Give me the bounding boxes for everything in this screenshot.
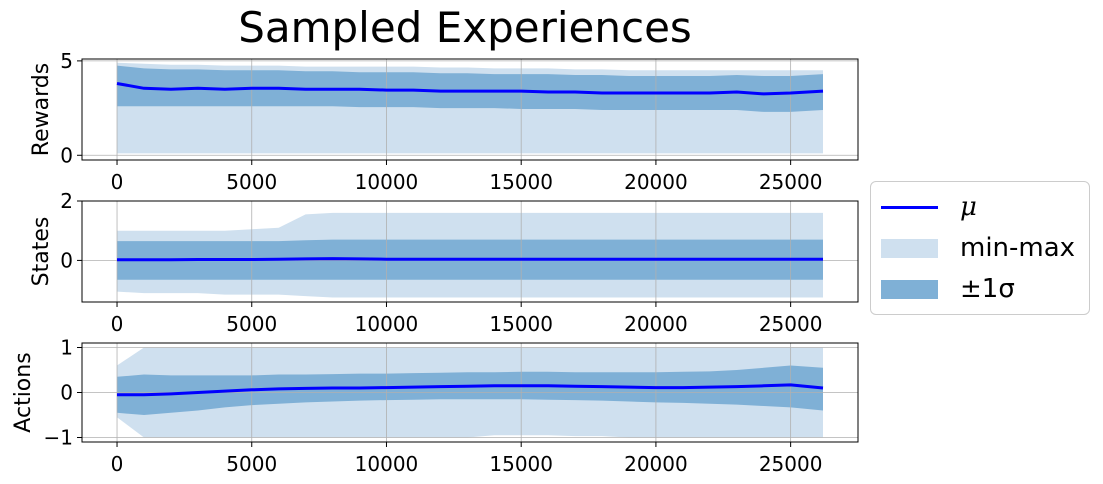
mean-line: [117, 383, 824, 397]
legend-label-std: ±1σ: [960, 274, 1015, 304]
y-tick-label: 1: [60, 336, 73, 360]
y-axis-label: States: [29, 217, 54, 287]
chart-title: Sampled Experiences: [238, 3, 692, 52]
x-tick-label: 15000: [489, 170, 553, 194]
x-tick-label: 10000: [355, 312, 419, 336]
x-tick-label: 5000: [226, 452, 277, 476]
x-tick-label: 5000: [226, 312, 277, 336]
legend-label-mean: μ: [960, 192, 977, 222]
x-tick-label: 25000: [759, 452, 823, 476]
mean-line: [117, 257, 823, 262]
y-tick-label: 0: [60, 248, 73, 272]
x-tick-label: 25000: [759, 170, 823, 194]
x-tick-label: 15000: [489, 452, 553, 476]
x-tick-label: 0: [111, 312, 124, 336]
y-axis-label: Rewards: [29, 63, 54, 156]
y-axis-label: Actions: [11, 352, 36, 432]
axes-frame: [81, 200, 859, 303]
x-tick-label: 5000: [226, 170, 277, 194]
y-tick-label: 5: [60, 49, 73, 73]
y-tick-label: 0: [60, 381, 73, 405]
std-band: [117, 65, 823, 112]
x-tick-label: 25000: [759, 312, 823, 336]
std-band: [117, 365, 823, 415]
x-tick-label: 20000: [624, 170, 688, 194]
legend-item-mean: μ: [881, 190, 977, 224]
x-tick-label: 0: [111, 170, 124, 194]
legend-swatch-mean: [881, 205, 938, 209]
y-tick-label: 2: [60, 189, 73, 213]
x-tick-label: 0: [111, 452, 124, 476]
legend-item-minmax: min-max: [881, 231, 1075, 265]
x-tick-label: 20000: [624, 312, 688, 336]
legend-swatch-minmax: [881, 238, 938, 258]
y-tick-label: −1: [44, 426, 73, 450]
legend-item-std: ±1σ: [881, 272, 1015, 306]
x-tick-label: 20000: [624, 452, 688, 476]
legend: μ min-max ±1σ: [870, 181, 1090, 315]
legend-swatch-std: [881, 279, 938, 299]
y-tick-label: 0: [60, 143, 73, 167]
axes-frame: [81, 58, 859, 161]
subplot-3: 0 5000 10000 15000 20000 25000 −1 0 1 Actions: [11, 336, 859, 476]
x-tick-label: 10000: [355, 170, 419, 194]
legend-label-minmax: min-max: [960, 233, 1076, 263]
mean-line: [116, 82, 824, 96]
x-tick-label: 15000: [489, 312, 553, 336]
x-tick-label: 10000: [355, 452, 419, 476]
